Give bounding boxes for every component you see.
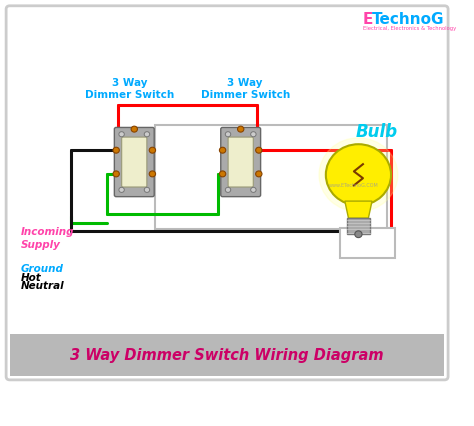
FancyBboxPatch shape [228,137,253,187]
Text: 3 Way
Dimmer Switch: 3 Way Dimmer Switch [85,78,174,100]
Circle shape [119,187,124,193]
Circle shape [144,132,150,137]
Circle shape [149,171,155,177]
Circle shape [355,231,362,238]
Circle shape [144,187,150,193]
Text: Ground: Ground [21,264,64,274]
Bar [155,125,387,229]
Text: 3 Way
Dimmer Switch: 3 Way Dimmer Switch [201,78,290,100]
Text: Bulb: Bulb [356,123,398,141]
Circle shape [225,187,231,193]
Bar [10,334,445,377]
Text: www.ETechnoG.COM: www.ETechnoG.COM [329,183,379,188]
Circle shape [219,171,226,177]
FancyBboxPatch shape [114,127,154,197]
Circle shape [251,187,256,193]
Circle shape [113,171,119,177]
Circle shape [149,147,155,153]
Circle shape [219,147,226,153]
Text: Incoming
Supply: Incoming Supply [21,227,74,250]
Polygon shape [345,201,372,218]
Circle shape [119,132,124,137]
Circle shape [255,171,262,177]
Text: Hot: Hot [21,273,42,282]
FancyBboxPatch shape [221,127,261,197]
Text: E: E [363,12,374,27]
Circle shape [251,132,256,137]
Circle shape [225,132,231,137]
Text: Electrical, Electronics & Technology: Electrical, Electronics & Technology [363,26,456,31]
Circle shape [113,147,119,153]
Text: 3 Way Dimmer Switch Wiring Diagram: 3 Way Dimmer Switch Wiring Diagram [70,348,384,363]
Bar [346,218,370,234]
Circle shape [255,147,262,153]
Circle shape [131,126,137,132]
Circle shape [319,138,398,212]
Circle shape [326,144,391,205]
Circle shape [237,126,244,132]
Bar [340,228,395,258]
FancyBboxPatch shape [122,137,147,187]
FancyBboxPatch shape [6,6,448,380]
Text: Neutral: Neutral [21,281,64,291]
Text: TechnoG: TechnoG [372,12,445,27]
